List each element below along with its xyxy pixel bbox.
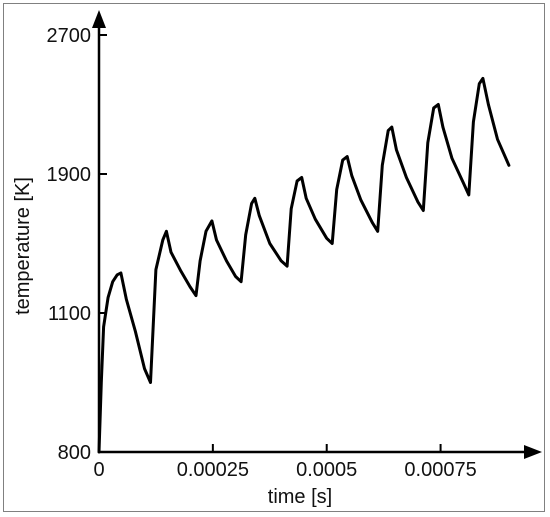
x-tick-label: 0: [93, 459, 104, 481]
y-tick-label: 2700: [47, 25, 92, 47]
y-tick-label: 1100: [48, 303, 91, 325]
x-axis-label: time [s]: [268, 486, 332, 508]
y-axis-arrowhead: [92, 10, 106, 28]
y-axis-label: temperature [K]: [12, 177, 34, 315]
y-tick-label: 800: [58, 442, 91, 464]
x-tick-label: 0.0005: [296, 459, 357, 481]
series-layer: [97, 76, 511, 454]
y-tick-label: 1900: [47, 164, 92, 186]
x-tick-label: 0.00025: [177, 459, 249, 481]
series-line-temperature: [97, 76, 511, 454]
ticks: 0 0.00025 0.0005 0.00075 800 1100 1900 2700: [47, 25, 477, 481]
chart-frame: [3, 3, 545, 512]
axes: [92, 10, 542, 459]
x-tick-label: 0.00075: [404, 459, 476, 481]
x-axis-arrowhead: [524, 445, 542, 459]
